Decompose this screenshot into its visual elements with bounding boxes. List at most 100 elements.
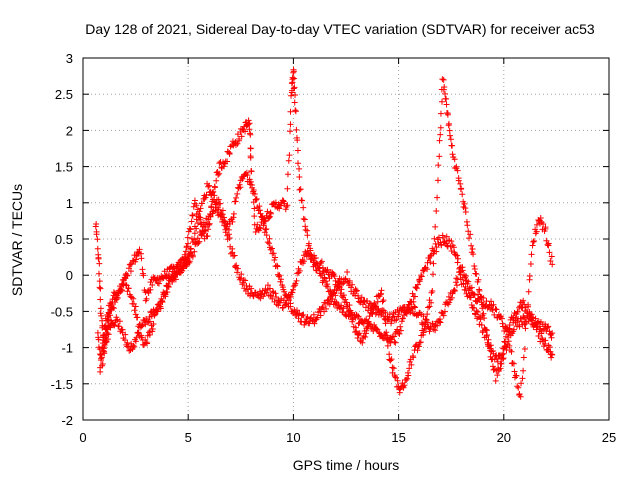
data-point [434, 322, 441, 329]
data-point [263, 225, 270, 232]
data-point [387, 357, 394, 364]
data-point [356, 330, 363, 337]
data-point [506, 328, 513, 335]
data-point [236, 136, 243, 143]
data-point [115, 323, 122, 330]
data-point [184, 240, 191, 247]
data-point [140, 272, 147, 279]
data-point [527, 261, 534, 268]
data-point [182, 248, 189, 255]
data-point [300, 204, 307, 211]
data-point [239, 281, 246, 288]
data-point [540, 221, 547, 228]
data-point [374, 326, 381, 333]
data-point [386, 351, 393, 358]
data-point [193, 225, 200, 232]
data-point [155, 280, 162, 287]
data-point [284, 171, 291, 178]
data-point [320, 304, 327, 311]
data-point [106, 310, 113, 317]
data-point [344, 305, 351, 312]
data-point [135, 329, 142, 336]
data-point [144, 340, 151, 347]
data-point [292, 312, 299, 319]
data-point [205, 226, 212, 233]
data-point [534, 324, 541, 331]
data-point [512, 314, 519, 321]
data-point [296, 165, 303, 172]
data-point [468, 284, 475, 291]
data-point [310, 257, 317, 264]
data-point [107, 306, 114, 313]
data-point [451, 286, 458, 293]
data-point [462, 209, 469, 216]
data-point [470, 251, 477, 258]
data-point [290, 286, 297, 293]
data-point [267, 209, 274, 216]
x-tick-label: 15 [391, 430, 405, 445]
data-point [315, 265, 322, 272]
data-point [404, 304, 411, 311]
x-tick-label: 0 [79, 430, 86, 445]
data-point [266, 235, 273, 242]
data-point [288, 80, 295, 87]
chart-title: Day 128 of 2021, Sidereal Day-to-day VTE… [85, 21, 595, 37]
data-point [215, 206, 222, 213]
data-point [436, 153, 443, 160]
data-point [188, 218, 195, 225]
data-point [211, 184, 218, 191]
data-point [420, 321, 427, 328]
data-point [428, 299, 435, 306]
data-point [434, 194, 441, 201]
data-point [523, 318, 530, 325]
data-point [415, 343, 422, 350]
data-point [447, 136, 454, 143]
data-point [521, 345, 528, 352]
data-point [293, 126, 300, 133]
data-point [501, 338, 508, 345]
data-point [522, 315, 529, 322]
data-point [454, 167, 461, 174]
data-point [244, 172, 251, 179]
data-point [232, 141, 239, 148]
data-point [266, 214, 273, 221]
data-point [219, 207, 226, 214]
data-point [468, 301, 475, 308]
data-point [287, 300, 294, 307]
data-point [189, 239, 196, 246]
data-point [292, 107, 299, 114]
data-point [477, 316, 484, 323]
data-point [424, 311, 431, 318]
data-point [389, 364, 396, 371]
data-point [340, 280, 347, 287]
data-point [488, 298, 495, 305]
data-point [471, 262, 478, 269]
data-point [510, 360, 517, 367]
data-point [448, 248, 455, 255]
data-point [461, 200, 468, 207]
data-point [489, 307, 496, 314]
data-point [436, 318, 443, 325]
data-point [260, 222, 267, 229]
data-point [124, 288, 131, 295]
data-point [448, 238, 455, 245]
data-point [510, 326, 517, 333]
data-point [478, 322, 485, 329]
data-point [525, 288, 532, 295]
data-point [414, 347, 421, 354]
data-point [388, 356, 395, 363]
data-point [242, 277, 249, 284]
data-point [530, 238, 537, 245]
data-point [296, 173, 303, 180]
data-point [547, 257, 554, 264]
data-point [429, 287, 436, 294]
data-point [443, 233, 450, 240]
data-point [499, 351, 506, 358]
data-point [445, 293, 452, 300]
data-point [427, 253, 434, 260]
data-point [437, 319, 444, 326]
data-point [247, 178, 254, 185]
data-point [509, 359, 516, 366]
data-point [245, 117, 252, 124]
data-point [443, 101, 450, 108]
